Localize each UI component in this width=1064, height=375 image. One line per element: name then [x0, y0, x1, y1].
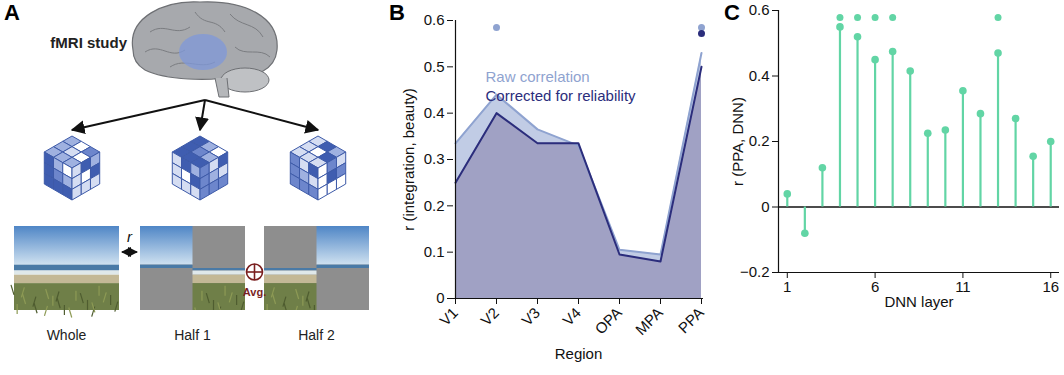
svg-text:Half 2: Half 2	[298, 327, 335, 343]
svg-text:0.6: 0.6	[749, 1, 770, 18]
svg-text:11: 11	[955, 278, 971, 295]
svg-text:Half 1: Half 1	[174, 327, 211, 343]
svg-text:V1: V1	[436, 304, 461, 329]
svg-text:0.4: 0.4	[749, 67, 770, 84]
svg-text:V4: V4	[559, 304, 584, 329]
svg-text:6: 6	[871, 278, 879, 295]
html-text:B: B	[389, 0, 405, 25]
svg-text:Region: Region	[555, 345, 603, 362]
svg-text:0: 0	[761, 198, 769, 215]
svg-text:r: r	[127, 228, 133, 245]
svg-text:Corrected for reliability: Corrected for reliability	[486, 87, 637, 104]
html-text:C: C	[724, 0, 740, 25]
svg-text:Raw correlation: Raw correlation	[486, 68, 590, 85]
svg-text:fMRI study: fMRI study	[50, 34, 127, 51]
svg-text:0: 0	[436, 289, 444, 306]
svg-text:1: 1	[783, 278, 791, 295]
html-text:A: A	[4, 0, 20, 25]
svg-text:r (PPA, DNN): r (PPA, DNN)	[729, 97, 746, 186]
svg-text:0.5: 0.5	[424, 58, 445, 75]
svg-text:V3: V3	[518, 304, 543, 329]
svg-text:0.2: 0.2	[749, 132, 770, 149]
svg-text:PPA: PPA	[675, 304, 707, 336]
svg-text:0.2: 0.2	[424, 197, 445, 214]
svg-text:Whole: Whole	[47, 327, 87, 343]
svg-text:OPA: OPA	[591, 304, 625, 338]
svg-text:16: 16	[1042, 278, 1059, 295]
svg-text:DNN layer: DNN layer	[884, 293, 953, 310]
svg-text:Avg.: Avg.	[243, 286, 266, 298]
svg-text:r (integration, beauty): r (integration, beauty)	[400, 88, 417, 231]
svg-text:−0.2: −0.2	[740, 263, 770, 280]
svg-text:0.4: 0.4	[424, 104, 445, 121]
svg-text:0.6: 0.6	[424, 11, 445, 28]
svg-text:0.3: 0.3	[424, 150, 445, 167]
svg-text:V2: V2	[477, 304, 502, 329]
svg-text:MPA: MPA	[632, 304, 666, 338]
svg-text:0.1: 0.1	[424, 243, 445, 260]
